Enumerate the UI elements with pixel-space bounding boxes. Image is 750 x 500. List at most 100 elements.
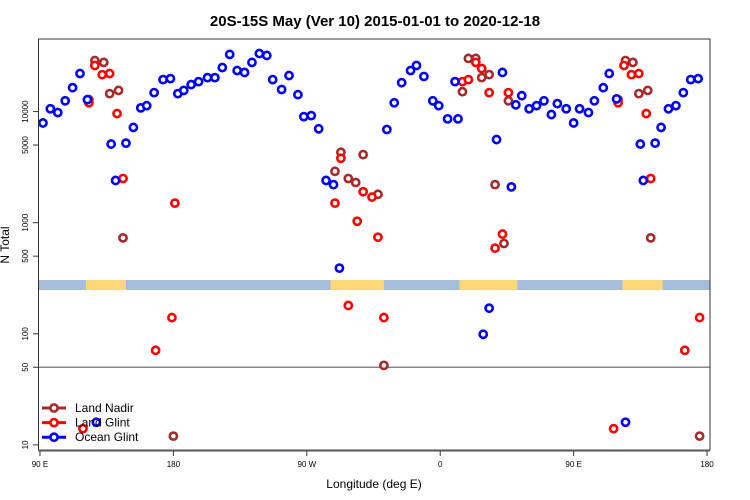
data-point [589,95,600,106]
data-point [506,181,517,192]
y-tick-label: 10000 [21,100,30,123]
data-points [38,48,705,442]
data-point [358,186,369,197]
data-point [358,149,369,160]
data-point [546,109,557,120]
data-point [118,173,128,184]
data-point [678,87,689,98]
data-point [484,303,495,314]
data-point [334,263,345,274]
y-tick-label: 10 [21,440,30,449]
data-point [232,65,243,76]
data-point [110,175,121,186]
data-point [67,82,78,93]
data-point [178,85,189,96]
data-point [217,62,228,73]
x-axis-label: Longitude (deg E) [326,477,421,491]
data-point [330,198,340,209]
data-point [352,216,363,227]
data-point [82,94,93,105]
data-point [497,67,508,78]
data-point [642,85,653,96]
data-point [158,74,168,85]
data-point [89,60,100,71]
data-point [378,360,389,371]
data-point [641,108,652,119]
data-point [112,108,122,119]
data-point [478,329,489,340]
data-point [113,85,124,96]
y-axis-ticks: 10 50 100 500 1000 5000 10000 [21,100,39,449]
data-point [167,312,177,323]
x-tick-label: 180 [167,460,181,469]
data-point [484,87,495,98]
data-point [209,72,220,83]
data-point [619,60,629,71]
data-point [638,175,649,186]
data-point [118,232,128,243]
data-point [583,107,594,118]
data-point [628,57,638,68]
data-point [373,232,383,243]
data-point [45,103,56,114]
data-point [524,103,535,114]
data-point [38,118,48,128]
data-point [321,175,331,186]
data-point [335,153,346,164]
data-point [78,423,88,434]
x-tick-label: 0 [438,460,443,469]
data-point [121,138,131,149]
data-point [389,97,400,108]
data-point [510,99,521,110]
data-point [645,173,656,184]
data-point [343,300,354,311]
data-point [396,77,407,88]
data-point [552,98,563,109]
data-point [490,179,500,190]
data-point [491,134,502,145]
data-point [149,87,160,98]
y-tick-label: 50 [21,362,30,371]
legend-marker [49,417,59,428]
data-point [186,79,197,90]
x-tick-label: 90 E [565,460,581,469]
data-point [598,82,609,93]
legend-marker [49,403,59,413]
series-ocean-glint [38,48,704,428]
data-point [239,67,250,78]
data-point [306,110,317,121]
chart-title: 20S-15S May (Ver 10) 2015-01-01 to 2020-… [210,13,540,30]
data-point [293,89,303,100]
data-point [247,57,257,68]
data-point [419,71,429,82]
land-segment [330,280,384,290]
data-point [650,138,661,149]
data-point [694,431,705,442]
x-tick-label: 90 W [297,460,316,469]
data-point [378,312,389,323]
data-point [261,50,272,61]
land-mask-strip [38,280,710,290]
data-point [141,100,152,111]
data-point [633,88,644,99]
data-point [433,100,444,111]
data-point [457,86,468,97]
data-point [298,111,309,122]
legend-label: Land Nadir [75,401,134,415]
data-point [405,65,416,76]
data-point [516,90,527,101]
data-point [193,76,204,87]
x-tick-label: 180 [700,460,714,469]
data-point [104,88,115,99]
data-point [276,84,287,95]
legend-label: Land Glint [75,416,130,430]
data-point [679,345,690,356]
data-point [484,69,495,80]
data-point [104,68,115,79]
data-point [503,87,514,98]
data-point [568,118,579,128]
data-point [645,232,656,243]
y-axis-label: N Total [0,226,12,263]
data-point [91,417,102,428]
